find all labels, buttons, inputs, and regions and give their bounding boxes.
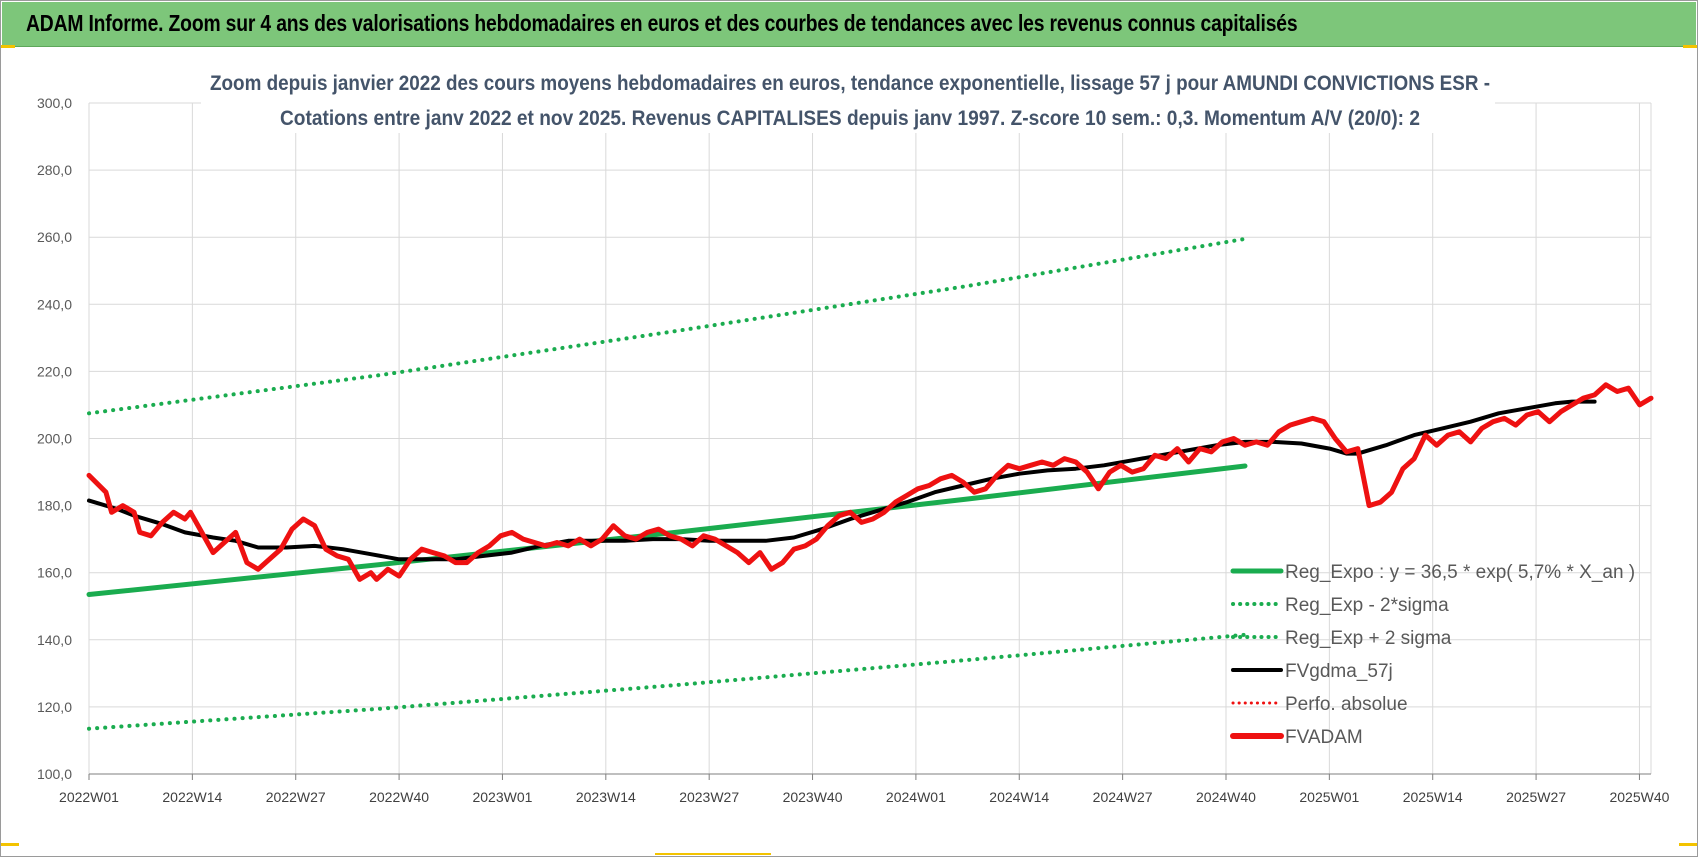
y-axis-labels: 100,0 120,0 140,0 160,0 180,0 200,0 220,0 240,0…	[37, 95, 72, 782]
x-axis-labels: 2022W01 2022W14 2022W27 2022W40 2023W01 2023W…	[59, 789, 1670, 805]
gridlines	[88, 102, 1652, 780]
y-tick-label: 200,0	[37, 431, 72, 447]
x-tick-label: 2022W40	[369, 789, 429, 805]
corner-accent	[1, 843, 19, 846]
legend-label: Reg_Exp + 2 sigma	[1285, 628, 1452, 649]
y-tick-label: 280,0	[37, 162, 72, 178]
legend-label: Perfo. absolue	[1285, 694, 1408, 715]
legend: Reg_Expo : y = 36,5 * exp( 5,7% * X_an )…	[1230, 562, 1635, 748]
chart-title-line: Cotations entre janv 2022 et nov 2025. R…	[280, 107, 1420, 130]
x-tick-label: 2022W01	[59, 789, 119, 805]
corner-accent	[1, 45, 15, 48]
series-fvadam	[86, 382, 1654, 582]
series-reg-expo	[86, 463, 1248, 597]
x-tick-label: 2023W27	[679, 789, 739, 805]
x-tick-label: 2023W01	[472, 789, 532, 805]
corner-accent	[1683, 45, 1697, 48]
x-tick-label: 2025W40	[1609, 789, 1669, 805]
x-tick-label: 2025W14	[1403, 789, 1463, 805]
series-reg-minus-2sigma	[87, 632, 1247, 731]
x-tick-label: 2024W01	[886, 789, 946, 805]
y-tick-label: 220,0	[37, 363, 72, 379]
legend-label: Reg_Exp - 2*sigma	[1285, 595, 1449, 616]
y-tick-label: 300,0	[37, 95, 72, 111]
y-tick-label: 100,0	[37, 766, 72, 782]
x-tick-label: 2023W40	[783, 789, 843, 805]
y-tick-label: 120,0	[37, 699, 72, 715]
title-background	[201, 65, 1495, 133]
x-tick-label: 2023W14	[576, 789, 636, 805]
x-tick-label: 2024W14	[989, 789, 1049, 805]
chart-title: Zoom depuis janvier 2022 des cours moyen…	[201, 65, 1495, 133]
legend-label: Reg_Expo : y = 36,5 * exp( 5,7% * X_an )	[1285, 562, 1635, 583]
y-tick-label: 260,0	[37, 229, 72, 245]
y-tick-label: 180,0	[37, 498, 72, 514]
corner-accent	[655, 853, 771, 855]
legend-label: FVgdma_57j	[1285, 661, 1393, 682]
x-tick-label: 2025W27	[1506, 789, 1566, 805]
x-tick-label: 2022W14	[162, 789, 222, 805]
y-tick-label: 160,0	[37, 565, 72, 581]
x-tick-label: 2025W01	[1299, 789, 1359, 805]
x-tick-label: 2024W27	[1093, 789, 1153, 805]
series-reg-plus-2sigma	[87, 236, 1247, 416]
y-tick-label: 240,0	[37, 296, 72, 312]
banner: ADAM Informe. Zoom sur 4 ans des valoris…	[2, 2, 1696, 47]
banner-title: ADAM Informe. Zoom sur 4 ans des valoris…	[26, 10, 1298, 36]
x-tick-label: 2022W27	[266, 789, 326, 805]
x-tick-label: 2024W40	[1196, 789, 1256, 805]
series-fvgdma-57j	[87, 399, 1597, 562]
corner-accent	[1679, 843, 1697, 846]
chart-title-line: Zoom depuis janvier 2022 des cours moyen…	[210, 72, 1490, 95]
y-tick-label: 140,0	[37, 632, 72, 648]
series-layer	[86, 236, 1654, 731]
legend-label: FVADAM	[1285, 727, 1363, 748]
